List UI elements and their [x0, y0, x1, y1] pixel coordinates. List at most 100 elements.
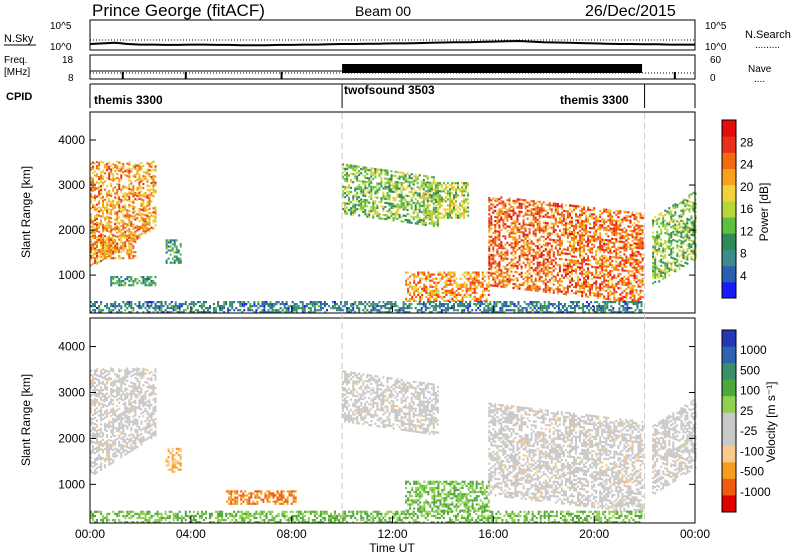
power-cell	[449, 192, 451, 195]
power-cell	[670, 236, 673, 239]
power-cell	[569, 285, 571, 288]
power-cell	[106, 225, 109, 228]
power-cell	[386, 198, 389, 201]
power-cell	[90, 229, 92, 232]
power-cell	[544, 274, 547, 277]
power-cell	[686, 201, 689, 204]
power-cell	[587, 236, 590, 240]
power-cell	[560, 284, 563, 287]
power-cell	[118, 278, 121, 281]
power-cell	[418, 186, 421, 189]
power-cell	[678, 221, 681, 224]
power-cell	[660, 242, 663, 245]
power-cell	[446, 214, 449, 217]
power-cell	[664, 262, 667, 265]
power-cell	[544, 288, 547, 291]
power-cell	[171, 257, 174, 260]
power-cell	[674, 257, 677, 261]
power-cell	[629, 290, 632, 293]
date-label: 26/Dec/2015	[585, 3, 676, 20]
power-cell	[126, 199, 129, 202]
power-cell	[566, 289, 569, 292]
power-cell	[550, 208, 553, 211]
power-cell	[178, 303, 181, 306]
power-cell	[173, 251, 176, 254]
power-cell	[114, 305, 117, 308]
power-cell	[126, 170, 129, 173]
power-cell	[136, 235, 139, 238]
power-cell	[542, 260, 545, 263]
power-cell	[116, 197, 119, 200]
power-cell	[540, 270, 543, 273]
power-cell	[652, 245, 655, 248]
power-cell	[173, 245, 176, 248]
power-cell	[402, 220, 405, 223]
power-cell	[528, 222, 531, 225]
power-cell	[128, 187, 131, 190]
power-cell	[90, 187, 92, 190]
power-cell	[106, 229, 109, 232]
power-cell	[658, 217, 661, 220]
power-cell	[514, 244, 517, 247]
power-cell	[530, 212, 533, 215]
power-cell	[106, 169, 109, 172]
station-title: Prince George (fitACF)	[92, 1, 265, 20]
power-cell	[554, 239, 557, 242]
power-cell	[526, 244, 529, 247]
power-cell	[546, 288, 549, 292]
power-cell	[150, 284, 153, 287]
power-cell	[615, 240, 618, 243]
power-cell	[407, 299, 410, 302]
freq-panel: Freq. [MHz] 18 8 60 0 Nave .... CPID	[4, 54, 772, 103]
power-cell	[418, 210, 421, 213]
power-cell	[417, 281, 420, 284]
power-cell	[502, 225, 505, 228]
power-cell	[110, 170, 113, 173]
power-cell	[498, 198, 501, 201]
power-cell	[615, 213, 618, 217]
power-cell	[114, 210, 117, 213]
power-cell	[625, 257, 628, 260]
power-cell	[581, 207, 584, 210]
power-cell	[160, 309, 163, 312]
power-cell	[575, 205, 577, 208]
power-cell	[386, 185, 389, 189]
power-cell	[106, 167, 109, 170]
power-cell	[508, 209, 511, 212]
power-cell	[459, 216, 462, 219]
power-cell	[100, 249, 103, 252]
power-cell	[564, 270, 567, 273]
power-cell	[692, 240, 695, 243]
power-cell	[428, 192, 431, 195]
power-cell	[494, 278, 497, 281]
power-cell	[96, 252, 98, 255]
power-cell	[346, 176, 349, 179]
power-cell	[581, 220, 584, 223]
power-cell	[451, 212, 453, 215]
power-cell	[453, 202, 455, 205]
power-cell	[587, 243, 590, 246]
power-cell	[128, 197, 131, 200]
power-cell	[108, 240, 111, 244]
power-cell	[396, 213, 399, 216]
power-cell	[428, 188, 431, 191]
power-cell	[124, 208, 127, 211]
power-cell	[536, 257, 539, 260]
power-cell	[562, 264, 565, 267]
power-cell	[100, 259, 103, 262]
power-cell	[90, 246, 92, 250]
power-cell	[449, 289, 452, 292]
power-cell	[104, 188, 107, 191]
power-cell	[599, 276, 602, 279]
power-cell	[128, 183, 131, 186]
power-cell	[410, 221, 413, 224]
power-cell	[627, 270, 630, 273]
power-cell	[126, 186, 129, 190]
power-cell	[154, 305, 157, 308]
power-cell	[461, 182, 464, 185]
power-cell	[540, 227, 543, 230]
power-cell	[100, 186, 103, 190]
power-cell	[530, 214, 533, 217]
power-cell	[680, 260, 683, 263]
power-cell	[451, 184, 453, 187]
